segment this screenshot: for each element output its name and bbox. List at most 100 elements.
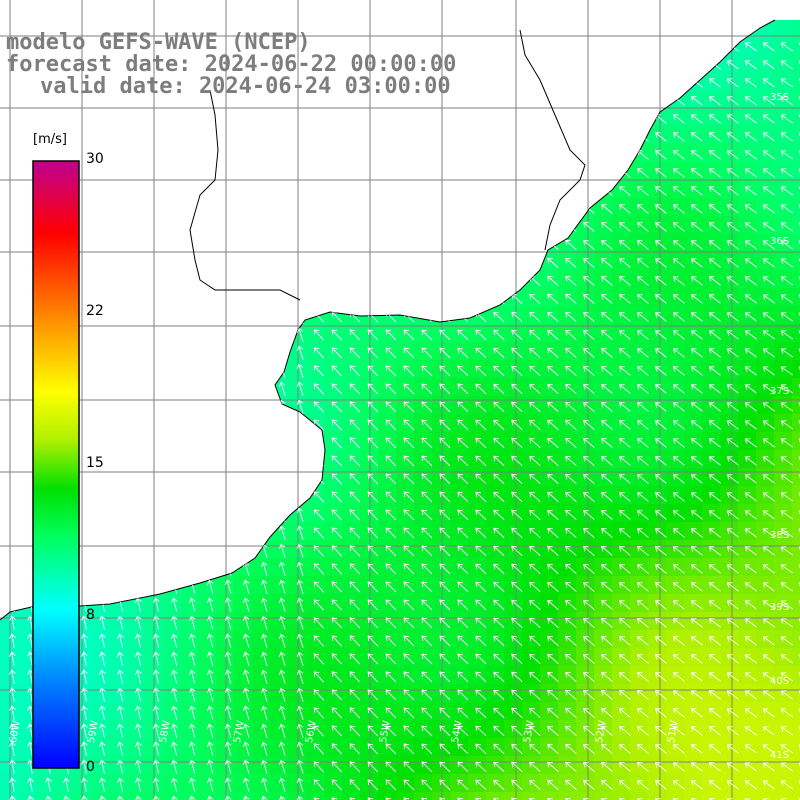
wind-speed-cell xyxy=(72,126,90,144)
wind-speed-cell xyxy=(684,522,702,540)
wind-speed-cell xyxy=(756,234,774,252)
wind-arrow xyxy=(529,527,541,539)
wind-arrow xyxy=(99,219,106,234)
wind-arrow xyxy=(762,168,775,178)
wind-arrow xyxy=(619,276,631,286)
wind-speed-cell xyxy=(144,288,162,306)
wind-arrow xyxy=(475,203,487,215)
wind-speed-cell xyxy=(270,198,288,216)
wind-arrow xyxy=(672,726,685,736)
wind-speed-cell xyxy=(450,90,468,108)
wind-speed-cell xyxy=(90,702,108,720)
wind-speed-cell xyxy=(792,486,800,504)
wind-speed-cell xyxy=(522,324,540,342)
wind-speed-cell xyxy=(198,738,216,756)
wind-speed-cell xyxy=(252,486,270,504)
wind-speed-cell xyxy=(522,378,540,396)
wind-arrow xyxy=(619,42,631,52)
wind-arrow xyxy=(170,687,178,702)
wind-arrow xyxy=(331,275,343,287)
wind-speed-cell xyxy=(162,234,180,252)
wind-speed-cell xyxy=(594,756,612,774)
wind-speed-cell xyxy=(756,576,774,594)
wind-arrow xyxy=(475,473,487,485)
wind-arrow xyxy=(331,707,343,719)
wind-arrow xyxy=(439,599,451,611)
wind-speed-cell xyxy=(504,216,522,234)
wind-speed-cell xyxy=(378,0,396,18)
wind-arrow xyxy=(475,779,487,791)
wind-arrow xyxy=(619,546,631,556)
wind-speed-cell xyxy=(414,486,432,504)
wind-arrow xyxy=(170,345,178,360)
wind-speed-cell xyxy=(504,450,522,468)
wind-speed-cell xyxy=(450,360,468,378)
wind-arrow xyxy=(385,725,397,737)
wind-speed-cell xyxy=(540,666,558,684)
wind-speed-cell xyxy=(684,180,702,198)
wind-arrow xyxy=(206,633,214,648)
wind-speed-cell xyxy=(414,450,432,468)
wind-speed-cell xyxy=(108,666,126,684)
wind-speed-cell xyxy=(630,108,648,126)
wind-speed-cell xyxy=(774,576,792,594)
wind-arrow xyxy=(116,291,124,306)
wind-arrow xyxy=(636,312,649,322)
wind-speed-cell xyxy=(666,594,684,612)
wind-speed-cell xyxy=(684,198,702,216)
wind-speed-cell xyxy=(288,288,306,306)
wind-speed-cell xyxy=(198,792,216,800)
wind-speed-cell xyxy=(576,180,594,198)
wind-speed-cell xyxy=(504,576,522,594)
wind-arrow xyxy=(690,366,703,376)
wind-speed-cell xyxy=(522,180,540,198)
wind-arrow xyxy=(798,276,800,286)
wind-speed-cell xyxy=(270,450,288,468)
wind-arrow xyxy=(457,77,469,89)
wind-arrow xyxy=(403,239,415,251)
wind-arrow xyxy=(565,419,577,430)
wind-speed-cell xyxy=(666,180,684,198)
wind-speed-cell xyxy=(360,252,378,270)
wind-arrow xyxy=(242,507,250,522)
wind-arrow xyxy=(780,708,793,718)
wind-arrow xyxy=(27,723,34,738)
wind-speed-cell xyxy=(270,504,288,522)
wind-arrow xyxy=(690,258,703,268)
wind-arrow xyxy=(99,669,106,684)
wind-speed-cell xyxy=(378,252,396,270)
wind-speed-cell xyxy=(594,450,612,468)
wind-speed-cell xyxy=(144,558,162,576)
wind-speed-cell xyxy=(486,288,504,306)
wind-speed-cell xyxy=(630,738,648,756)
wind-arrow xyxy=(385,167,397,179)
wind-speed-cell xyxy=(216,630,234,648)
wind-speed-cell xyxy=(774,612,792,630)
wind-speed-cell xyxy=(756,270,774,288)
wind-arrow xyxy=(313,689,325,701)
wind-arrow xyxy=(134,669,142,684)
wind-speed-cell xyxy=(342,738,360,756)
wind-speed-cell xyxy=(360,774,378,792)
wind-speed-cell xyxy=(162,342,180,360)
wind-arrow xyxy=(278,795,286,800)
wind-arrow xyxy=(367,491,379,503)
wind-speed-cell xyxy=(126,450,144,468)
wind-arrow xyxy=(403,383,415,395)
wind-arrow xyxy=(206,183,214,198)
wind-arrow xyxy=(565,383,577,394)
wind-arrow xyxy=(367,257,379,269)
wind-speed-cell xyxy=(666,0,684,18)
wind-speed-cell xyxy=(702,180,720,198)
wind-speed-cell xyxy=(450,126,468,144)
wind-arrow xyxy=(583,239,595,250)
wind-speed-cell xyxy=(702,594,720,612)
wind-speed-cell xyxy=(576,792,594,800)
wind-speed-cell xyxy=(450,180,468,198)
wind-arrow xyxy=(313,293,325,305)
wind-arrow xyxy=(798,762,800,772)
wind-arrow xyxy=(583,761,595,772)
wind-speed-cell xyxy=(162,486,180,504)
wind-arrow xyxy=(708,114,721,124)
wind-speed-cell xyxy=(198,504,216,522)
